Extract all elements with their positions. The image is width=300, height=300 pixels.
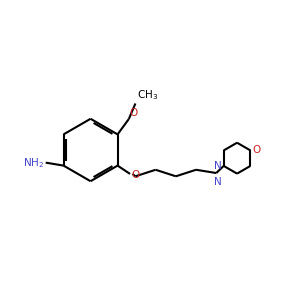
Text: N: N bbox=[214, 161, 222, 171]
Text: N: N bbox=[214, 177, 221, 187]
Text: O: O bbox=[253, 146, 261, 155]
Text: CH$_3$: CH$_3$ bbox=[136, 88, 158, 102]
Text: NH$_2$: NH$_2$ bbox=[23, 156, 44, 170]
Text: O: O bbox=[132, 170, 140, 180]
Text: O: O bbox=[130, 108, 138, 118]
